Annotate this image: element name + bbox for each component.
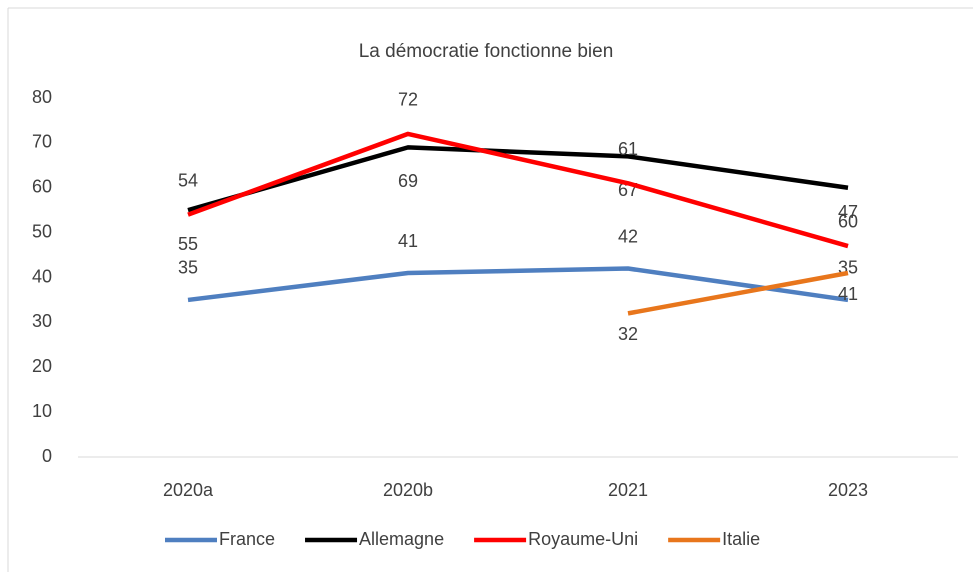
data-label: 69 xyxy=(398,171,418,191)
data-label: 42 xyxy=(618,226,638,246)
data-label: 32 xyxy=(618,324,638,344)
line-series xyxy=(187,131,849,249)
legend-label: Royaume-Uni xyxy=(528,529,638,549)
y-tick-label: 70 xyxy=(32,132,52,152)
data-label: 47 xyxy=(838,202,858,222)
line-series xyxy=(187,266,849,303)
y-tick-label: 80 xyxy=(32,87,52,107)
y-tick-label: 30 xyxy=(32,311,52,331)
data-label: 35 xyxy=(178,258,198,278)
legend-label: Italie xyxy=(722,529,760,549)
data-label: 60 xyxy=(838,212,858,232)
y-tick-label: 0 xyxy=(42,446,52,466)
y-tick-label: 20 xyxy=(32,356,52,376)
y-tick-label: 10 xyxy=(32,401,52,421)
y-tick-label: 40 xyxy=(32,266,52,286)
legend-label: Allemagne xyxy=(359,529,444,549)
data-label: 41 xyxy=(838,284,858,304)
y-tick-label: 50 xyxy=(32,221,52,241)
x-tick-label: 2020a xyxy=(163,480,214,500)
legend-label: France xyxy=(219,529,275,549)
y-tick-label: 60 xyxy=(32,177,52,197)
x-tick-label: 2020b xyxy=(383,480,433,500)
x-tick-label: 2023 xyxy=(828,480,868,500)
data-label: 54 xyxy=(178,170,198,190)
line-series xyxy=(187,145,849,213)
chart-title: La démocratie fonctionne bien xyxy=(359,41,614,62)
data-label: 55 xyxy=(178,234,198,254)
data-label: 61 xyxy=(618,139,638,159)
x-tick-label: 2021 xyxy=(608,480,648,500)
data-label: 41 xyxy=(398,231,418,251)
data-label: 72 xyxy=(398,90,418,110)
line-series xyxy=(627,270,849,316)
